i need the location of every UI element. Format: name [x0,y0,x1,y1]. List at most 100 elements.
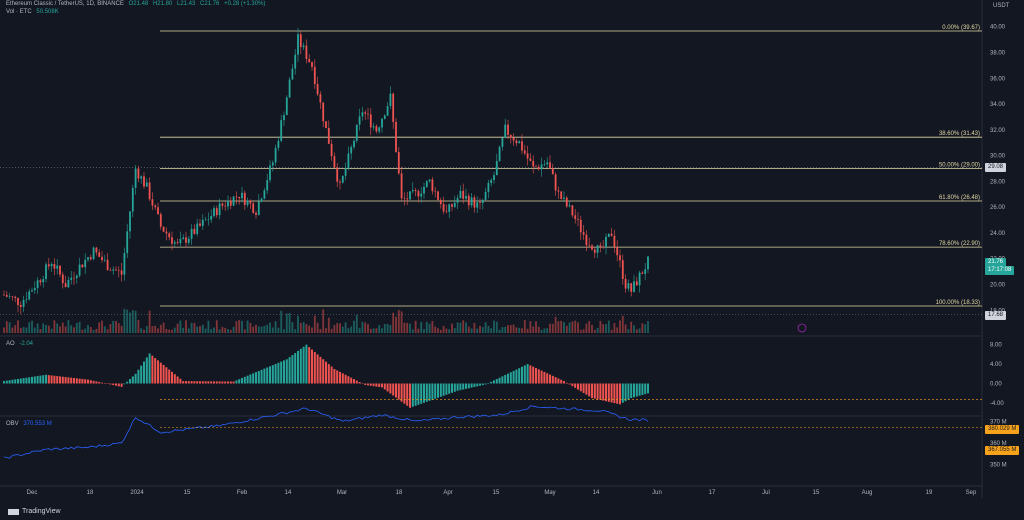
ao-bar [532,366,535,384]
candle-body [168,233,171,238]
ao-bar [143,361,145,384]
volume-bar [638,328,641,333]
candle-body [453,202,456,207]
volume-bar [182,327,185,333]
ao-bar [473,383,476,387]
price-axis-tick: 30.00 [990,154,1006,160]
volume-bar [378,325,381,333]
candle-body [599,245,602,247]
candle-body [316,84,319,95]
ao-bar [201,381,204,384]
volume-bar [73,327,75,333]
volume-legend[interactable]: Vol · ETC 50.508K [6,9,62,15]
volume-bar [339,323,341,333]
volume-bar [347,328,350,333]
ao-bar [327,364,330,384]
ao-bar [361,383,364,384]
candle-body [103,259,106,261]
candle-body [218,203,221,216]
ao-axis-tick: 4.00 [990,362,1002,368]
candle-body [327,128,330,144]
candle-body [607,233,610,237]
volume-bar [442,325,445,333]
volume-bar [246,320,249,333]
time-axis-tick: 17 [709,490,716,496]
volume-bar [333,325,336,333]
ao-bar [232,381,235,384]
volume-bar [159,324,162,333]
candle-body [350,147,353,154]
current-price-label: 21.76 [985,258,1007,267]
fib-level-label: 61.80% (26.48) [939,195,980,201]
ao-bar [512,370,515,384]
ao-bar [313,351,316,384]
candle-body [33,288,36,291]
candle-body [621,260,624,279]
candle-body [148,182,151,200]
volume-bar [369,328,372,333]
ao-bar [196,381,199,384]
time-axis-tick: Aug [862,490,873,496]
candle-body [381,118,383,128]
ao-bar [25,377,28,384]
ao-bar [61,376,64,384]
ao-bar [409,383,411,408]
ao-bar [353,379,355,384]
obv-legend[interactable]: OBV 370.553 M [6,421,55,427]
volume-bar [227,329,229,333]
volume-bar [98,322,101,333]
candle-body [341,175,344,183]
candle-body [400,173,403,199]
ao-bar [588,383,591,397]
ao-bar [157,360,159,384]
volume-bar [3,327,5,333]
ao-bar [406,383,409,406]
ao-bar [101,382,103,384]
candle-body [126,231,129,254]
volume-bar [263,325,266,333]
candle-body [411,190,414,192]
ao-bar [596,383,599,400]
ao-bar [591,383,593,399]
volume-bar [168,329,171,333]
volume-bar [221,326,224,333]
candle-body [140,176,143,179]
candle-body [364,112,367,114]
volume-bar [294,329,297,333]
candle-body [22,299,25,307]
volume-bar [299,323,302,333]
ao-bar [397,383,400,400]
price-axis-tick: 34.00 [990,102,1006,108]
volume-bar [151,326,154,333]
volume-bar [641,323,644,333]
volume-bar [238,320,241,333]
ao-legend[interactable]: AO -2.04 [6,341,36,347]
ao-bar [565,382,568,384]
candle-body [445,211,448,212]
ao-bar [123,383,126,385]
candle-body [498,146,501,161]
ao-bar [137,369,140,384]
candle-body [190,228,193,239]
ao-bar [462,383,465,390]
volume-bar [196,326,199,333]
volume-bar [53,320,56,333]
currency-label[interactable]: USDT [993,3,1010,9]
ao-value: -2.04 [19,341,34,347]
symbol-title[interactable]: Ethereum Classic / TetherUS, 1D, BINANCE [6,1,124,7]
ao-bar [59,376,61,384]
candle-body [143,176,145,187]
ao-bar [89,380,92,384]
ao-bar [630,383,633,399]
ao-bar [266,367,269,384]
volume-bar [414,320,417,333]
candle-body [302,45,305,48]
ao-bar [28,377,31,384]
ao-bar [193,381,196,384]
tradingview-logo[interactable]: TradingView [8,508,61,515]
ohlc-change: +0.28 (+1.30%) [224,1,266,7]
ao-bar [224,381,227,384]
volume-bar [610,329,613,333]
ao-bar [602,383,605,401]
